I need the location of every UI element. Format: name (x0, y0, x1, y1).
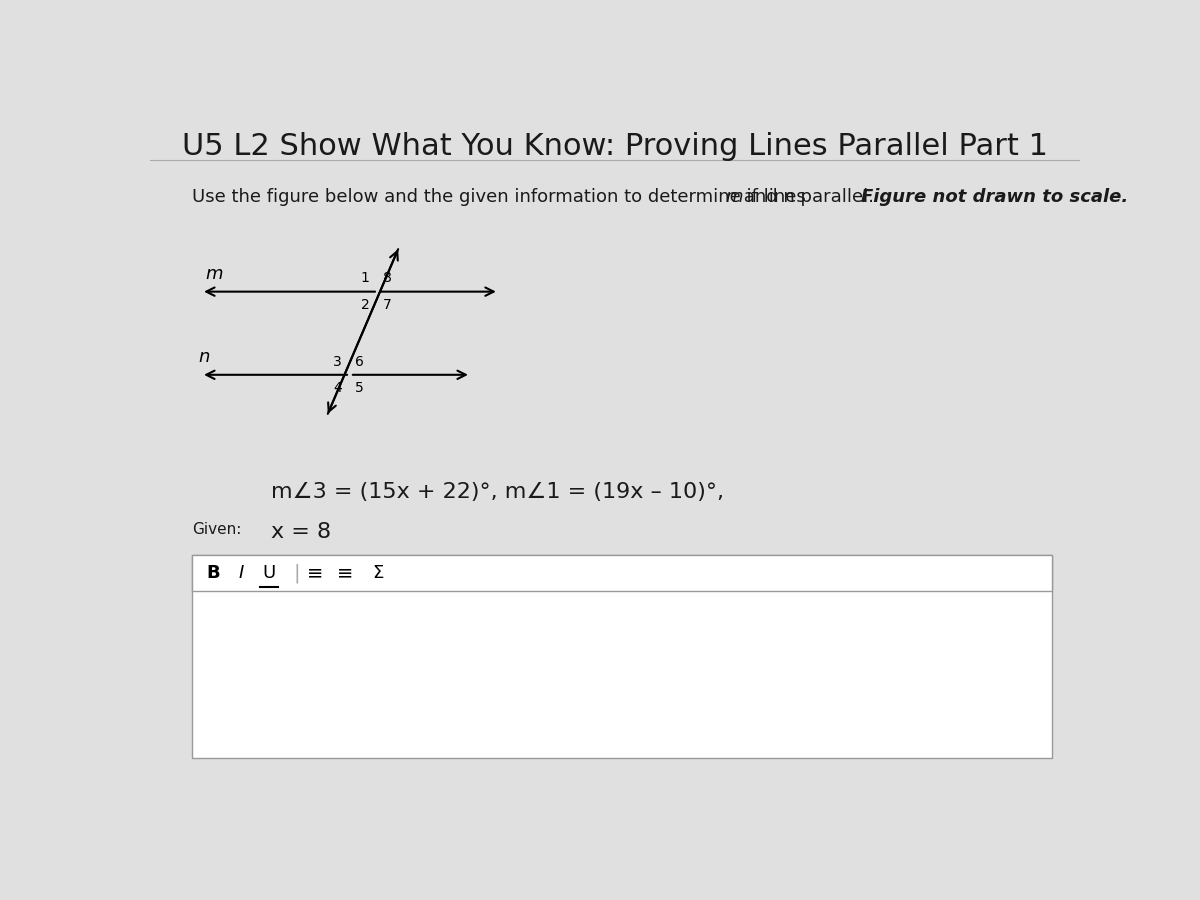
Text: 8: 8 (383, 272, 391, 285)
Text: Figure not drawn to scale.: Figure not drawn to scale. (860, 188, 1128, 206)
Text: m∠3 = (15x + 22)°, m∠1 = (19x – 10)°,: m∠3 = (15x + 22)°, m∠1 = (19x – 10)°, (271, 482, 724, 502)
Text: m: m (206, 265, 223, 283)
Text: and n parallel.: and n parallel. (738, 188, 886, 206)
Text: 7: 7 (383, 298, 391, 312)
Text: Use the figure below and the given information to determine if lines: Use the figure below and the given infor… (192, 188, 811, 206)
Text: 6: 6 (355, 355, 364, 369)
Text: B: B (206, 564, 220, 582)
Text: ≡: ≡ (337, 563, 354, 582)
Text: 4: 4 (332, 381, 342, 395)
Text: n: n (198, 347, 210, 365)
Text: Given:: Given: (192, 522, 241, 537)
Text: Σ: Σ (372, 564, 384, 582)
FancyBboxPatch shape (192, 555, 1052, 758)
Text: 2: 2 (361, 298, 370, 312)
FancyBboxPatch shape (192, 555, 1052, 591)
Text: m: m (726, 188, 743, 206)
Text: I: I (239, 564, 244, 582)
Text: x = 8: x = 8 (271, 522, 331, 543)
Text: 1: 1 (361, 272, 370, 285)
Text: |: | (294, 563, 300, 583)
Text: ≡: ≡ (307, 563, 324, 582)
Text: U5 L2 Show What You Know: Proving Lines Parallel Part 1: U5 L2 Show What You Know: Proving Lines … (182, 132, 1048, 161)
Text: 5: 5 (355, 381, 364, 395)
Text: 3: 3 (332, 355, 342, 369)
Text: U: U (263, 564, 276, 582)
